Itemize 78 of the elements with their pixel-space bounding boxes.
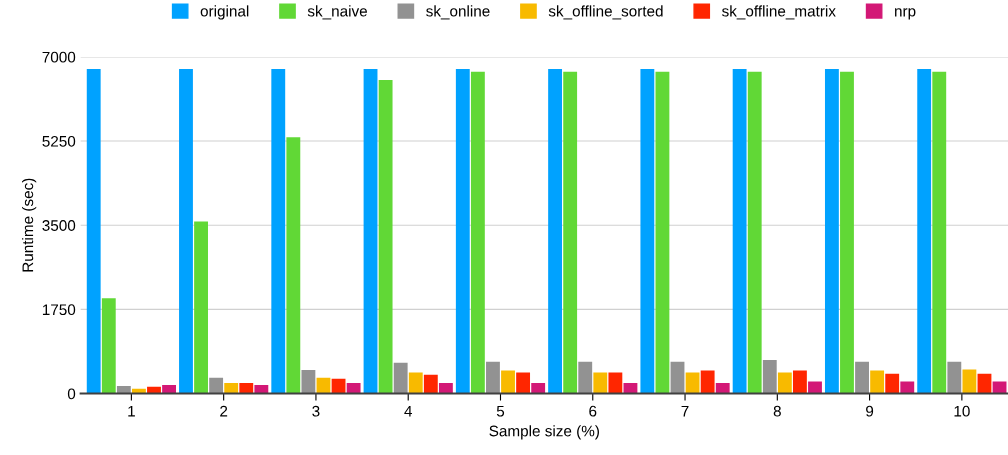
bar xyxy=(715,382,730,394)
bar xyxy=(608,372,623,394)
legend-label: sk_offline_matrix xyxy=(722,5,836,20)
bar xyxy=(670,361,685,394)
bar xyxy=(438,382,453,394)
y-tick-label: 1750 xyxy=(42,304,76,316)
bar xyxy=(393,362,408,394)
legend-label: sk_offline_sorted xyxy=(548,5,663,20)
bar xyxy=(423,374,438,394)
bar xyxy=(86,68,101,394)
bar xyxy=(947,361,962,394)
x-axis-title: Sample size (%) xyxy=(489,425,599,440)
y-tick-label: 5250 xyxy=(42,135,76,147)
x-tick-label: 7 xyxy=(681,405,689,417)
bar xyxy=(548,68,563,394)
bar xyxy=(147,386,161,394)
bar xyxy=(301,370,316,394)
bar xyxy=(824,68,839,394)
bar xyxy=(900,381,915,394)
x-tick-label: 3 xyxy=(312,405,320,417)
bar xyxy=(808,381,822,394)
bar xyxy=(501,370,515,394)
bar xyxy=(855,361,869,394)
bar xyxy=(563,71,578,394)
bar xyxy=(271,68,286,394)
bar xyxy=(762,359,777,394)
bar xyxy=(408,372,423,394)
x-tick-label: 2 xyxy=(220,405,228,417)
bar xyxy=(732,68,747,394)
bar xyxy=(254,384,269,394)
bar xyxy=(378,79,393,394)
bar xyxy=(162,384,176,394)
legend-label: nrp xyxy=(895,8,916,20)
bar xyxy=(700,370,715,394)
bar xyxy=(194,221,208,394)
bar xyxy=(685,372,700,394)
bar xyxy=(747,71,762,394)
bar xyxy=(932,71,947,394)
x-tick-label: 4 xyxy=(404,405,413,417)
legend-label: sk_online xyxy=(426,5,490,20)
bar xyxy=(179,68,193,394)
x-tick-label: 10 xyxy=(954,405,970,417)
bar xyxy=(346,382,361,394)
bar xyxy=(486,361,500,394)
bar xyxy=(470,71,485,394)
bar xyxy=(917,68,932,394)
y-tick-label: 3500 xyxy=(42,220,76,231)
legend-label: sk_naive xyxy=(307,5,367,20)
bar xyxy=(209,377,224,394)
bar xyxy=(870,370,885,394)
bar xyxy=(578,361,593,394)
bar xyxy=(286,137,301,394)
bar xyxy=(593,372,608,394)
bar xyxy=(962,369,977,394)
y-tick-label: 7000 xyxy=(42,51,76,63)
bar xyxy=(655,71,670,394)
bar xyxy=(977,373,992,394)
x-tick-label: 6 xyxy=(589,405,597,417)
bar xyxy=(363,68,378,394)
x-tick-label: 5 xyxy=(496,405,505,417)
bar xyxy=(777,372,792,394)
bar xyxy=(101,298,116,394)
y-axis-title: Runtime (sec) xyxy=(22,178,37,272)
bar xyxy=(516,372,531,394)
bar xyxy=(885,373,900,394)
x-tick-label: 8 xyxy=(773,405,781,417)
y-tick-label: 0 xyxy=(67,388,76,400)
bar xyxy=(792,370,807,394)
bar xyxy=(116,385,131,394)
x-tick-label: 1 xyxy=(128,405,135,417)
bar xyxy=(455,68,470,394)
bar xyxy=(840,71,854,394)
legend-label: original xyxy=(200,5,249,20)
bar xyxy=(531,382,546,394)
bar xyxy=(640,68,655,394)
bar xyxy=(224,382,239,394)
bar xyxy=(239,382,254,394)
x-tick-label: 9 xyxy=(866,405,874,417)
